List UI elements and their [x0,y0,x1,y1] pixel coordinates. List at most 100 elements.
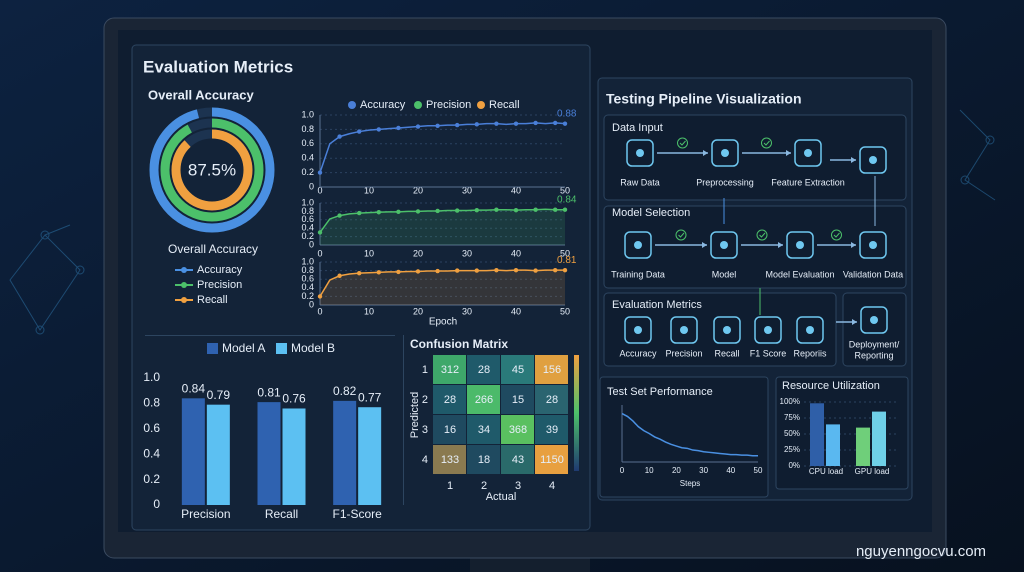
point [337,273,342,278]
x-tick-label: 50 [560,306,570,316]
x-axis-label: Actual [486,491,517,503]
panel-title: Evaluation Metrics [143,57,293,76]
y-tick-label: 0.4 [301,153,314,163]
area [320,209,565,245]
node-label: Preprocessing [696,177,754,187]
x-tick-label: 4 [549,480,555,492]
x-tick-label: 30 [462,185,472,195]
cell [433,445,466,474]
bar [856,427,870,466]
cell-label: 45 [512,364,524,376]
series-line [621,412,758,457]
y-tick-label: 1 [422,364,428,376]
node-label: Reporiis [793,348,827,358]
x-tick-label: 20 [413,306,423,316]
node-icon-dot [870,316,878,324]
x-tick-label: 50 [754,466,763,475]
cell-label: 133 [441,454,459,466]
value-label: 0.84 [182,381,206,395]
x-tick-label: 0 [620,466,625,475]
value-label: 0.81 [257,385,281,399]
output-box [842,292,907,367]
arrow-head [851,242,856,248]
cell-label: 39 [546,424,558,436]
node-icon-dot [721,149,729,157]
y-tick-label: 1.0 [301,197,314,207]
x-tick-label: 0 [317,185,322,195]
point [415,209,421,214]
point [455,268,460,273]
point [533,120,538,126]
check [756,229,768,241]
legend-dot [181,267,187,273]
point [474,207,479,213]
node-icon [786,231,814,259]
point [435,268,440,274]
node-icon [626,139,654,167]
x-tick-label: CPU load [809,467,843,476]
point [562,121,568,126]
x-tick-label: 10 [364,306,374,316]
x-tick-label: 40 [511,185,521,195]
y-tick-label: 1.0 [143,370,160,384]
y-tick-label: 4 [422,454,428,466]
y-tick-label: 0.4 [301,282,314,292]
x-tick-label: 3 [515,480,521,492]
cell [501,355,534,384]
output-label: Reporting [854,350,893,360]
bar [358,407,382,505]
center-value: 87.5% [188,160,236,179]
cell-label: 18 [478,454,490,466]
check-mark [679,140,686,146]
legend-dot [348,101,356,109]
y-tick-label: 0.8 [301,206,314,216]
ring [171,129,253,211]
x-tick-label: GPU load [855,467,890,476]
y-tick-label: 0.2 [143,472,160,486]
node-icon [713,316,741,344]
y-tick-label: 0.6 [301,138,314,148]
cell [501,385,534,414]
point [562,267,568,273]
cell [467,355,500,384]
bar [826,424,840,466]
node-icon [710,231,738,259]
legend-label: Model A [222,341,265,355]
point [513,267,519,273]
cell-label: 156 [543,364,561,376]
cell [433,415,466,444]
y-tick-label: 0.4 [143,446,160,460]
end-label: 0.81 [557,255,577,266]
cell [467,385,500,414]
section-title: Data Input [612,122,663,134]
x-tick-label: 40 [726,466,735,475]
point [357,210,362,216]
legend-label: Precision [197,279,242,291]
y-tick-label: 0.2 [301,231,314,241]
x-tick-label: 20 [413,185,423,195]
point [317,170,323,175]
y-tick-label: 100% [780,397,800,406]
cell [433,355,466,384]
y-tick-label: 0.6 [143,421,160,435]
node-icon-dot [720,241,728,249]
end-label: 0.84 [557,194,577,205]
legend-dot [414,101,422,109]
node-icon [860,306,888,334]
point [474,268,479,273]
x-tick-label: Precision [181,507,230,521]
point [396,269,401,275]
check [677,137,688,149]
point [533,268,538,273]
cell-label: 28 [546,394,558,406]
value-label: 0.82 [333,384,357,398]
arrow-head [702,242,707,248]
value-label: 0.79 [207,388,231,402]
y-tick-label: 0 [309,299,314,309]
check-mark [833,232,840,238]
point [455,122,460,128]
value-label: 0.76 [282,392,306,406]
node-icon [624,231,652,259]
point [533,207,538,212]
arrow-head [703,150,708,156]
